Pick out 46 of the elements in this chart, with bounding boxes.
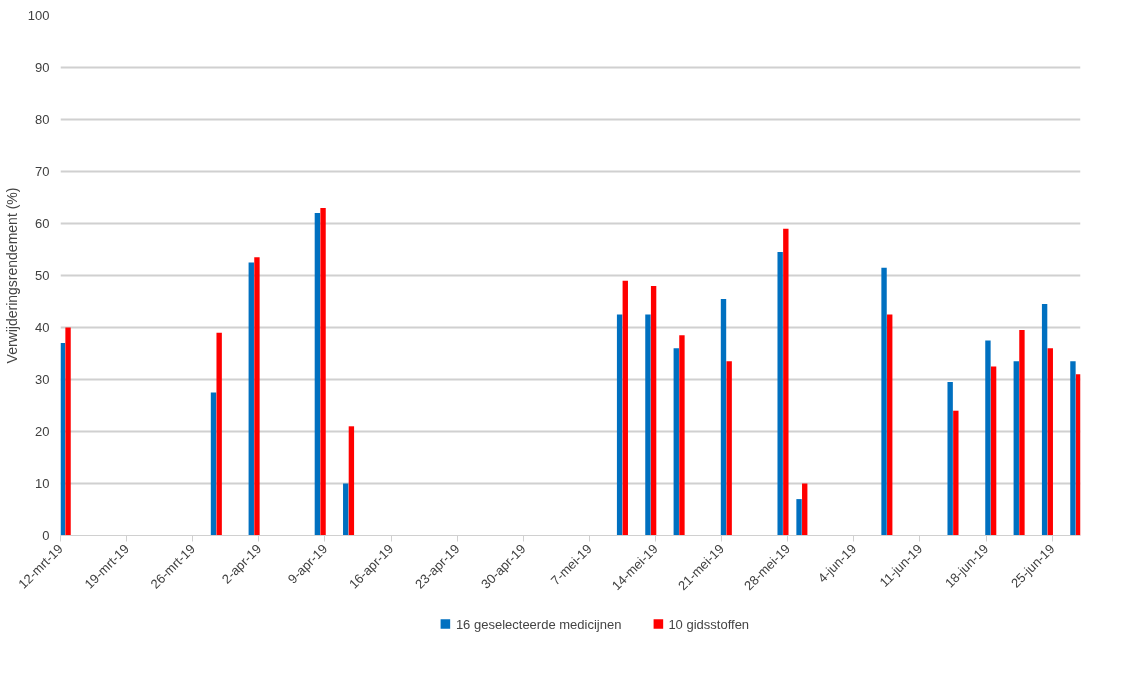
bar [953,410,959,536]
bar [622,280,628,536]
bar [985,340,991,536]
bar [348,426,355,536]
y-tick-label: 0 [42,528,50,543]
y-tick-label: 20 [35,424,50,439]
y-axis-title: Verwijderingsrendement (%) [3,187,20,364]
y-tick-label: 30 [35,372,50,387]
y-tick-label: 70 [35,164,50,179]
legend-label: 16 geselecteerde medicijnen [455,616,622,631]
y-tick-label: 50 [35,268,50,283]
bar [726,361,732,536]
bar [887,314,893,536]
bar [216,332,222,536]
bar [343,483,349,536]
y-tick-label: 90 [35,60,50,75]
bar [645,314,651,536]
y-tick-label: 60 [35,216,50,231]
y-tick-label: 100 [27,8,50,23]
y-tick-label: 80 [35,112,50,127]
y-tick-label: 10 [35,476,50,491]
bar [320,207,326,536]
y-tick-label: 40 [35,320,50,335]
bar [947,382,953,536]
bar [254,257,260,536]
bar [720,298,727,536]
bar [210,392,217,536]
bar [802,483,808,536]
bar [1041,304,1048,536]
bar [248,262,254,536]
bar [679,335,685,536]
bar [777,252,783,536]
legend-label: 10 gidsstoffen [668,616,750,631]
bar [990,366,997,536]
bar [1019,330,1025,536]
bar [314,213,321,536]
bar [65,327,71,536]
bar [650,285,657,536]
bar [616,314,623,536]
bar [1070,361,1076,536]
bar [881,267,887,536]
bar [1047,348,1053,536]
bar [673,348,679,536]
bar [783,228,789,536]
bar [796,499,802,536]
bar [1013,361,1019,536]
